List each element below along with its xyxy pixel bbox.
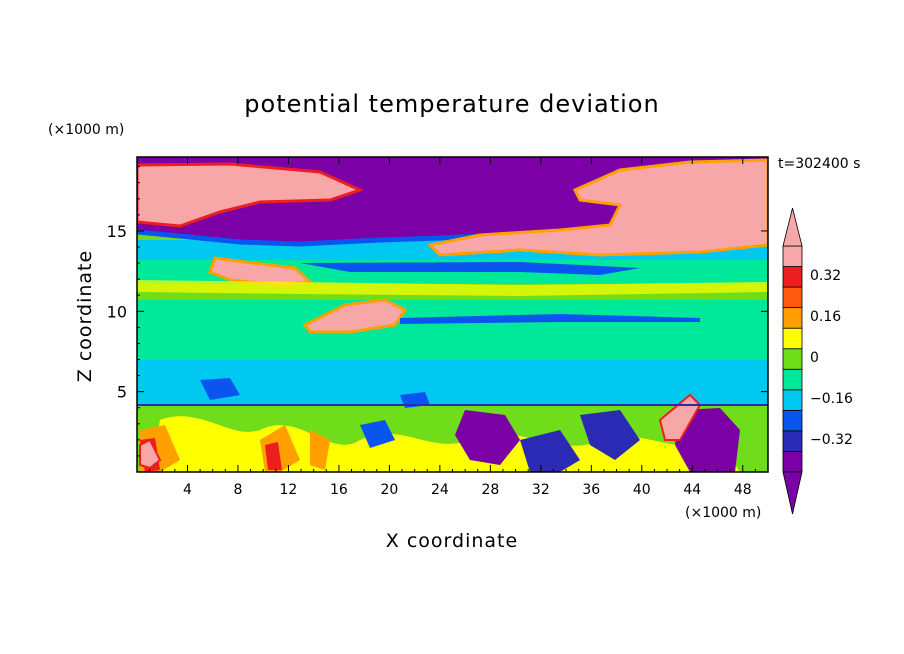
y-unit-label: (×1000 m) (48, 122, 124, 138)
x-unit-label: (×1000 m) (685, 505, 761, 521)
colorbar-segment (783, 246, 802, 267)
colorbar-top-arrow (783, 208, 802, 246)
colorbar-segment (783, 287, 802, 308)
chart-title: potential temperature deviation (244, 90, 659, 118)
colorbar-tick-label: 0.32 (810, 268, 841, 284)
colorbar: 0.32 0.16 0 −0.16 −0.32 (783, 208, 853, 514)
colorbar-segment (783, 308, 802, 329)
colorbar-segment (783, 431, 802, 452)
colorbar-segment (783, 410, 802, 431)
colorbar-bottom-arrow (783, 472, 802, 514)
colorbar-tick-label: 0.16 (810, 309, 841, 325)
colorbar-segment (783, 328, 802, 349)
x-tick-label: 40 (633, 482, 651, 498)
colorbar-tick-label: −0.16 (810, 391, 853, 407)
colorbar-tick-label: 0 (810, 350, 819, 366)
y-tick-label: 10 (107, 302, 127, 321)
y-tick-label: 5 (117, 383, 127, 402)
x-tick-label: 32 (532, 482, 550, 498)
x-tick-label: 20 (380, 482, 398, 498)
colorbar-segment (783, 369, 802, 390)
x-tick-label: 44 (683, 482, 701, 498)
colorbar-segment (783, 451, 802, 472)
band-mid (137, 300, 768, 360)
x-tick-label: 24 (431, 482, 449, 498)
field-image (137, 157, 768, 472)
x-tick-label: 8 (233, 482, 242, 498)
x-tick-label: 28 (481, 482, 499, 498)
colorbar-segment (783, 390, 802, 411)
x-axis-label: X coordinate (386, 530, 518, 552)
y-axis-label: Z coordinate (74, 250, 96, 382)
x-tick-label: 4 (183, 482, 192, 498)
colorbar-segment (783, 349, 802, 370)
time-label: t=302400 s (778, 156, 860, 172)
x-tick-label: 48 (734, 482, 752, 498)
x-tick-label: 16 (330, 482, 348, 498)
x-tick-label: 12 (280, 482, 298, 498)
colorbar-tick-label: −0.32 (810, 432, 853, 448)
y-tick-label: 15 (107, 222, 127, 241)
colorbar-segment (783, 267, 802, 288)
x-tick-label: 36 (582, 482, 600, 498)
